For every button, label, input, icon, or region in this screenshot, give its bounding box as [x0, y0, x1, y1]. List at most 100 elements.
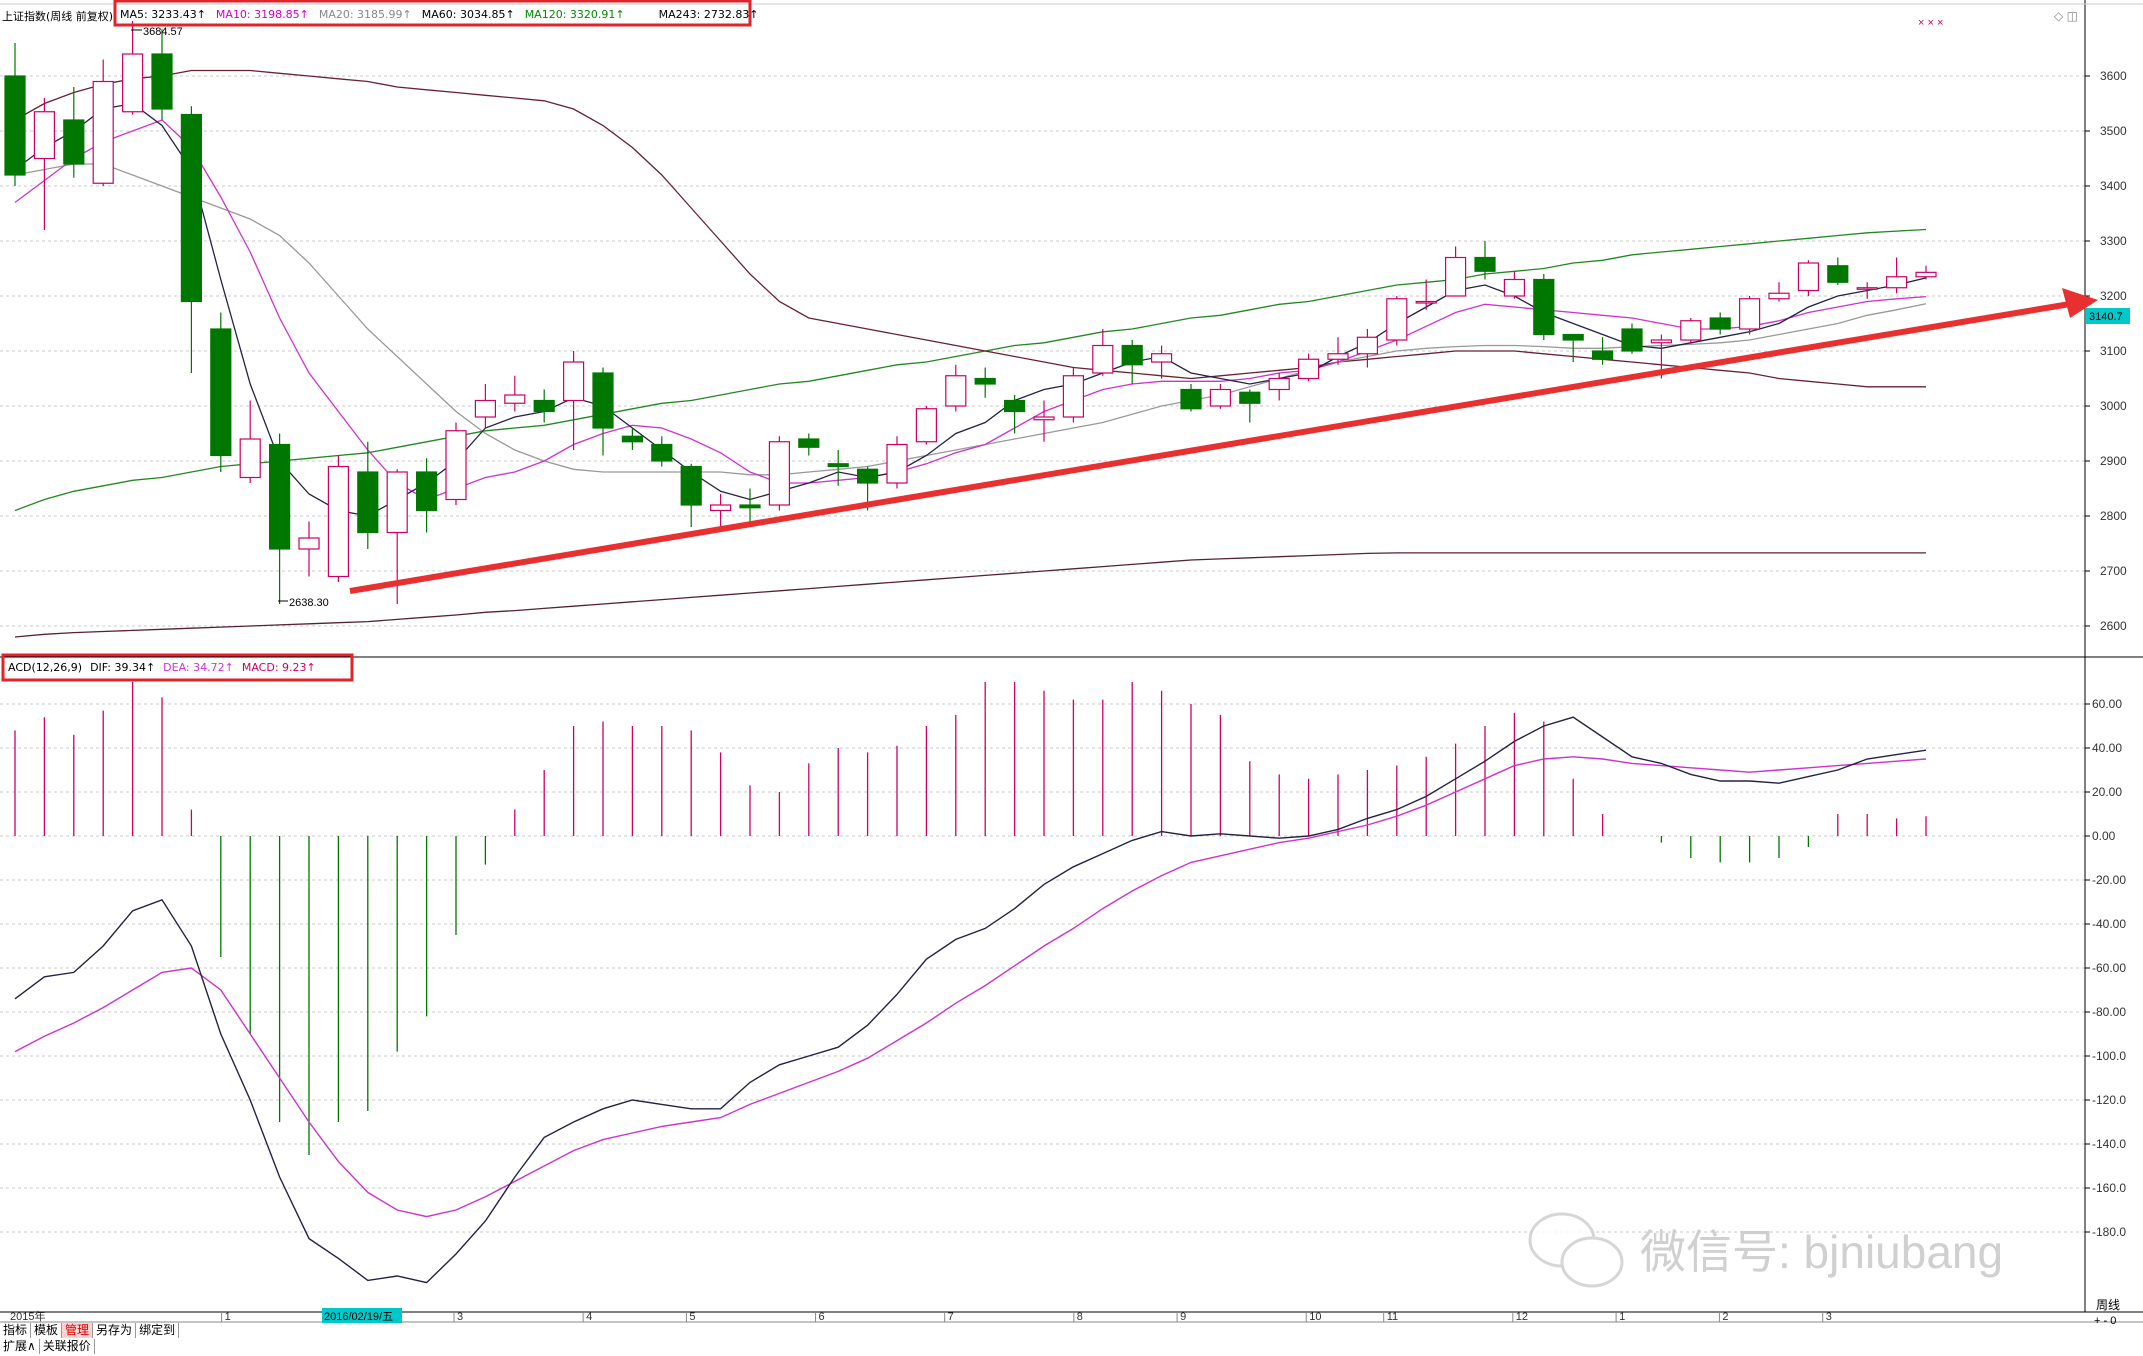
month-label: 12: [1516, 1311, 1528, 1323]
candle-body: [1268, 377, 1290, 391]
candle: [386, 469, 408, 604]
candle-body: [1444, 256, 1467, 297]
candle-body: [1180, 388, 1202, 410]
period-label: 周线: [2096, 1298, 2120, 1312]
candle: [151, 29, 173, 120]
macd-tick-label: 20.00: [2092, 785, 2122, 799]
candle-body: [298, 537, 320, 550]
ma243-line: [14, 552, 1926, 638]
candle: [1768, 282, 1790, 302]
year-label: 2015年: [10, 1309, 45, 1323]
candle-body: [33, 111, 56, 160]
moving-averages: [14, 69, 1927, 638]
candle-body: [1209, 388, 1232, 407]
candle-body: [945, 375, 967, 407]
candle-body: [651, 443, 673, 462]
wechat-icon: [1528, 1212, 1624, 1288]
candle-body: [827, 463, 849, 468]
candle: [1386, 296, 1408, 346]
price-tick-label: 3400: [2100, 179, 2127, 193]
ma-legend-item: MA243: 2732.83↑: [658, 8, 759, 21]
candle: [592, 367, 614, 456]
macd-tick-label: -20.00: [2092, 873, 2126, 887]
candle-body: [1003, 399, 1026, 413]
candle-body: [1474, 256, 1496, 272]
macd-tick-label: -160.0: [2092, 1181, 2126, 1195]
candle: [357, 441, 379, 549]
candle-body: [92, 80, 114, 184]
candle-body: [1092, 344, 1114, 374]
ma-legend-item: MA60: 3034.85↑: [421, 8, 515, 21]
candle-body: [327, 465, 349, 578]
candle: [298, 521, 320, 577]
candle: [1797, 260, 1820, 296]
price-tick-label: 3500: [2100, 124, 2127, 138]
candle: [886, 436, 908, 489]
ma-highlight-box: [113, 0, 752, 27]
candle: [416, 458, 438, 533]
indicator-tab[interactable]: 模板: [31, 1323, 63, 1338]
candle: [269, 433, 291, 604]
ma-legend-item: MA20: 3185.99↑: [318, 8, 412, 21]
candle-body: [1650, 339, 1673, 344]
current-price: 3140.7: [2089, 311, 2123, 323]
candle: [915, 406, 938, 445]
candle-body: [1297, 358, 1320, 380]
candle-body: [1738, 298, 1761, 330]
month-label: 2: [1722, 1311, 1728, 1323]
candle: [1003, 395, 1026, 434]
ma-legend-item: MA5: 3233.43↑: [120, 8, 206, 21]
trend-arrow: [349, 288, 2098, 594]
candle: [1356, 329, 1379, 368]
candle: [1444, 246, 1467, 297]
candle: [739, 488, 761, 522]
candle-body: [1150, 353, 1173, 363]
candle: [1562, 333, 1584, 362]
extension-tab[interactable]: 关联报价: [39, 1339, 95, 1354]
macd-highlight-box: [1, 653, 354, 682]
candle-body: [210, 328, 232, 457]
extension-tab[interactable]: 扩展∧: [0, 1339, 40, 1354]
candle-body: [63, 119, 85, 165]
candle-body: [386, 471, 408, 534]
candle-body: [1621, 328, 1643, 352]
macd-histogram: [14, 682, 1927, 1155]
candle: [798, 433, 820, 456]
month-label: 10: [1309, 1311, 1321, 1323]
macd-legend-item: ACD(12,26,9): [8, 661, 83, 674]
candle-body: [1856, 287, 1878, 290]
candle: [1827, 257, 1849, 285]
macd-legend: ACD(12,26,9) DIF: 39.34↑ DEA: 34.72↑ MACD: …: [8, 661, 324, 674]
candle-body: [1239, 391, 1261, 404]
high-label: 3684.57: [143, 26, 183, 38]
indicator-tab[interactable]: 管理: [62, 1323, 94, 1338]
dea-line: [14, 756, 1927, 1218]
ma-legend-item: MA120: 3320.91↑: [524, 8, 625, 21]
price-tick-label: 2900: [2100, 454, 2127, 468]
indicator-tab[interactable]: 指标: [0, 1323, 32, 1338]
current-price-tag: 3140.7: [2086, 308, 2130, 324]
candle-body: [798, 438, 820, 448]
candle: [768, 436, 791, 511]
indicator-tabs: 指标 模板 管理 另存为 绑定到: [0, 1323, 180, 1339]
candle: [974, 367, 996, 398]
candle: [180, 106, 202, 373]
macd-tick-label: -100.0: [2092, 1049, 2126, 1063]
corner-buttons: + - 0: [2094, 1315, 2116, 1327]
ma120-line: [14, 228, 1927, 512]
candle-body: [768, 441, 791, 506]
month-label: 7: [948, 1311, 954, 1323]
candle-body: [709, 504, 732, 512]
low-annotation: 2638.30: [278, 597, 329, 609]
ma-legend: MA5: 3233.43↑ MA10: 3198.85↑ MA20: 3185.99…: [120, 8, 769, 21]
month-label: 6: [819, 1311, 825, 1323]
candle-body: [474, 399, 496, 418]
candle-body: [1533, 278, 1555, 336]
candle: [1062, 367, 1085, 423]
candle: [504, 375, 526, 412]
candle-body: [856, 468, 879, 484]
indicator-tab[interactable]: 绑定到: [136, 1323, 180, 1338]
indicator-tab[interactable]: 另存为: [93, 1323, 137, 1338]
candle-body: [1827, 265, 1849, 283]
